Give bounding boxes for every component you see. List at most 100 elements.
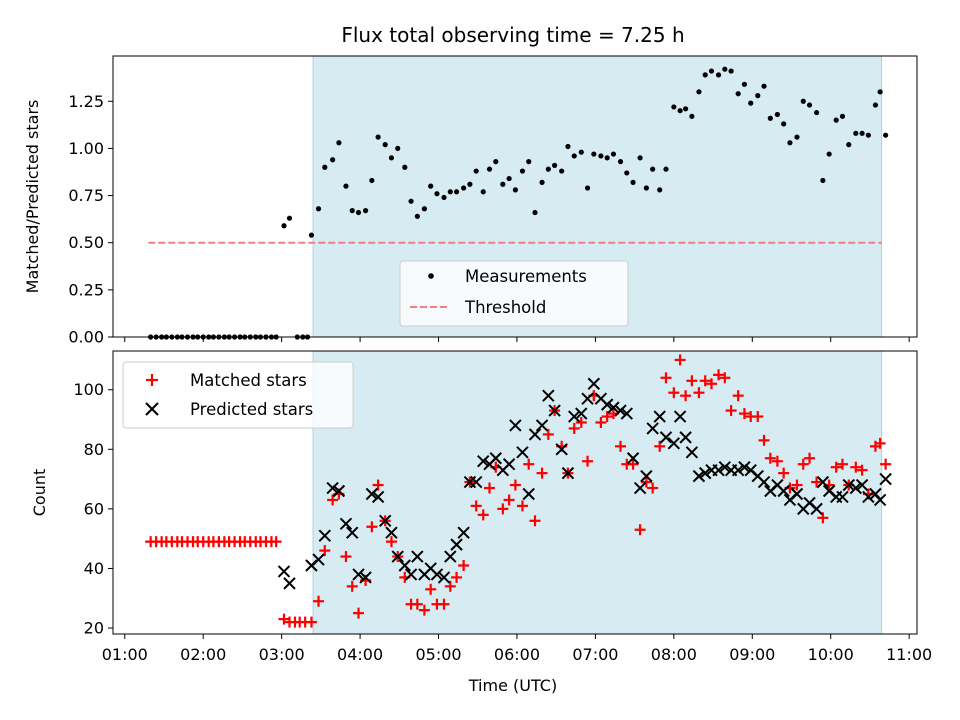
matched-star-point xyxy=(836,458,848,470)
legend-predicted-label: Predicted stars xyxy=(190,400,313,419)
predicted-star-point xyxy=(607,401,620,414)
predicted-star-x-b xyxy=(685,446,699,459)
predicted-star-point xyxy=(816,475,830,489)
measurement-point xyxy=(643,185,649,191)
matched-star-point xyxy=(804,452,816,464)
top-axes-frame xyxy=(112,55,918,338)
predicted-star-point xyxy=(509,419,522,432)
predicted-star-point xyxy=(398,559,412,572)
predicted-star-x-b xyxy=(378,514,392,528)
matched-star-point xyxy=(340,551,352,563)
matched-star-point xyxy=(523,458,535,470)
top-legend: Measurements Threshold xyxy=(399,260,629,327)
measurement-point xyxy=(552,162,558,168)
predicted-star-x-b xyxy=(626,452,640,465)
matched-star-point xyxy=(425,583,437,595)
predicted-star-x-b xyxy=(810,502,823,516)
measurement-point xyxy=(872,102,879,108)
predicted-star-x-b xyxy=(731,463,745,477)
predicted-star-x-b xyxy=(751,469,764,483)
measurement-point xyxy=(565,143,571,150)
predicted-star-x-b xyxy=(548,404,561,417)
matched-star-point xyxy=(477,509,489,521)
measurement-point xyxy=(794,134,800,140)
bottom-x-axis-label: Time (UTC) xyxy=(468,676,557,695)
top-y-ticks: 0.00 0.25 0.50 0.75 1.00 1.25 xyxy=(68,92,113,347)
measurement-point xyxy=(402,164,408,170)
bottom-x-tick-label: 06:00 xyxy=(494,645,540,664)
matched-star-point xyxy=(693,387,705,399)
predicted-star-x-b xyxy=(699,466,712,480)
bottom-panel: 20 40 60 80 100 01:00 02:00 03:00 04:00 05:00 06:… xyxy=(30,350,932,695)
predicted-star-point xyxy=(862,490,875,504)
predicted-star-x-b xyxy=(712,463,725,477)
predicted-star-point xyxy=(318,529,331,542)
legend-threshold-label: Threshold xyxy=(464,298,546,317)
predicted-star-x-b xyxy=(646,422,659,435)
predicted-star-point xyxy=(528,428,542,441)
predicted-star-x-b xyxy=(757,475,771,489)
bottom-legend-box xyxy=(122,361,354,429)
predicted-star-x-b xyxy=(528,428,542,441)
matched-star-point xyxy=(771,455,783,467)
predicted-star-x-b xyxy=(332,484,346,498)
matched-star-point xyxy=(713,369,725,381)
measurement-point xyxy=(722,66,728,72)
matched-star-point xyxy=(758,434,770,446)
predicted-star-x-b xyxy=(411,550,424,563)
measurement-point xyxy=(315,206,322,212)
measurement-point xyxy=(434,191,440,197)
predicted-star-x-b xyxy=(718,460,732,474)
measurement-point xyxy=(787,140,793,146)
predicted-star-x-b xyxy=(771,478,784,492)
predicted-star-points xyxy=(277,377,892,590)
predicted-star-point xyxy=(646,422,659,435)
measurement-point xyxy=(883,132,889,138)
bottom-legend: Matched stars Predicted stars xyxy=(122,361,354,429)
measurement-point xyxy=(473,168,479,174)
legend-predicted-marker xyxy=(145,402,159,416)
predicted-star-x-b xyxy=(568,410,581,423)
measurement-point xyxy=(853,130,859,136)
measurement-point xyxy=(806,102,813,108)
measurement-point xyxy=(800,98,806,104)
predicted-star-x-b xyxy=(594,392,608,405)
predicted-star-point xyxy=(673,410,687,423)
predicted-star-x-b xyxy=(312,553,325,566)
matched-star-point xyxy=(880,458,892,470)
predicted-star-point xyxy=(568,410,581,423)
measurement-point xyxy=(559,168,565,174)
predicted-star-point xyxy=(879,472,892,486)
predicted-star-point xyxy=(849,481,863,495)
bottom-x-tick-label: 08:00 xyxy=(651,645,697,664)
measurement-point xyxy=(637,155,643,161)
predicted-star-point xyxy=(600,398,614,411)
matched-star-point xyxy=(366,521,378,533)
predicted-star-point xyxy=(777,484,790,498)
measurement-point xyxy=(578,149,584,155)
predicted-star-point xyxy=(842,478,855,492)
measurement-point xyxy=(696,89,702,95)
predicted-star-x-b xyxy=(581,392,594,405)
predicted-star-x-b xyxy=(283,577,296,590)
predicted-star-x-b xyxy=(469,475,483,489)
measurement-point xyxy=(584,185,591,191)
matched-star-point xyxy=(856,464,868,476)
predicted-star-point xyxy=(522,487,535,501)
top-legend-box xyxy=(399,260,629,327)
predicted-star-x-b xyxy=(385,526,398,539)
measurement-point xyxy=(281,223,287,229)
matched-star-point xyxy=(674,354,686,366)
predicted-star-point xyxy=(575,407,588,420)
measurement-point xyxy=(461,185,467,191)
measurement-point xyxy=(755,93,761,99)
measurement-point xyxy=(671,104,677,110)
matched-star-point xyxy=(516,500,528,512)
measurement-point xyxy=(657,187,663,193)
predicted-star-x-b xyxy=(371,490,385,504)
matched-star-point xyxy=(752,411,764,423)
measurement-point xyxy=(500,181,506,187)
predicted-star-x-b xyxy=(398,559,412,572)
measurement-point xyxy=(748,100,754,106)
